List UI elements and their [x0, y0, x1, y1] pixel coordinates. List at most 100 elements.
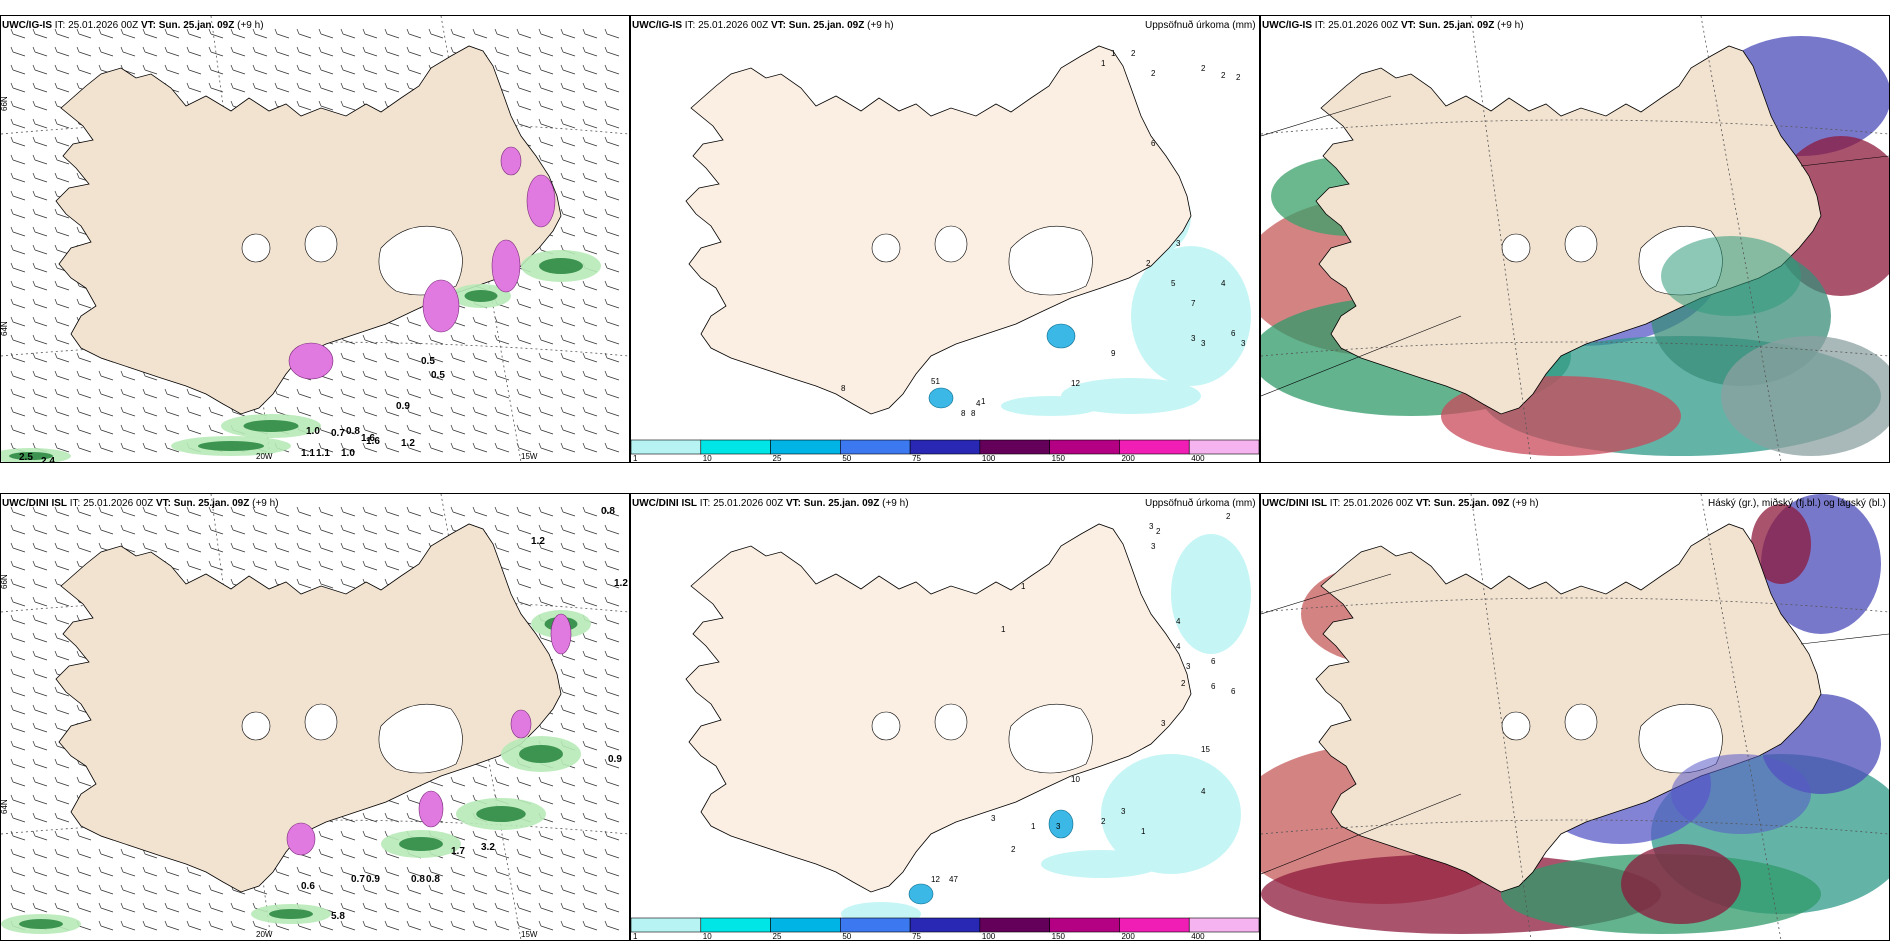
colorbar-swatch — [840, 917, 911, 933]
wind-barb — [560, 848, 576, 859]
wind-barb — [560, 578, 576, 589]
glacier-langjokull — [1501, 711, 1531, 741]
wind-barb — [516, 506, 532, 517]
parallel-line — [1261, 819, 1889, 835]
wind-barb — [560, 776, 576, 787]
wind-barb — [604, 866, 620, 877]
cloud-layer-area — [1751, 504, 1811, 584]
wind-barb — [274, 64, 290, 75]
wind-barb — [560, 920, 576, 931]
precip-value-label: 1 — [1031, 822, 1036, 831]
wind-barb — [10, 668, 26, 679]
wind-barb — [32, 722, 48, 733]
wind-barb — [582, 208, 598, 219]
wind-barb — [54, 298, 70, 309]
wind-barb — [274, 560, 290, 571]
wind-barb — [120, 46, 136, 57]
wind-barb — [560, 190, 576, 201]
wind-barb — [538, 118, 554, 129]
glacier-hofsjokull — [304, 703, 338, 741]
wind-barb — [560, 902, 576, 913]
wind-barb — [54, 388, 70, 399]
wind-barb — [450, 884, 466, 895]
precip-value-label: 3 — [1241, 339, 1246, 348]
wind-barb — [10, 298, 26, 309]
wind-barb — [186, 866, 202, 877]
wind-barb — [208, 902, 224, 913]
wind-barb — [604, 524, 620, 535]
wind-barb — [406, 406, 422, 417]
wind-barb — [472, 866, 488, 877]
wind-barb — [274, 388, 290, 399]
wind-barb — [516, 542, 532, 553]
wind-barb — [142, 902, 158, 913]
wind-barb — [582, 776, 598, 787]
wind-barb — [604, 686, 620, 697]
panel-title-right: Uppsöfnuð úrkoma (mm) — [1145, 498, 1256, 509]
wind-barb — [450, 506, 466, 517]
wind-barb — [450, 776, 466, 787]
wind-barb — [604, 406, 620, 417]
wind-barb — [340, 100, 356, 111]
wind-barb — [296, 388, 312, 399]
cloud-map-panel-top[interactable] — [1260, 15, 1890, 463]
wind-barb — [32, 334, 48, 345]
precip-value-label: 9 — [1111, 349, 1116, 358]
wind-barb — [582, 28, 598, 39]
wind-barb — [120, 388, 136, 399]
wind-barb — [604, 172, 620, 183]
wind-barb — [230, 524, 246, 535]
wind-barb — [32, 668, 48, 679]
wind-barb — [76, 442, 92, 453]
colorbar-tick-label: 1 — [633, 454, 638, 462]
wind-barb — [582, 758, 598, 769]
wind-barb — [76, 28, 92, 39]
wind-barb — [472, 316, 488, 327]
wind-value-label: 1.6 — [361, 433, 375, 444]
wind-barb — [340, 506, 356, 517]
wind-barb — [76, 424, 92, 435]
glacier-vatnajokull — [378, 225, 463, 296]
wind-barb — [406, 334, 422, 345]
precip-area-intense — [928, 387, 954, 409]
wind-barb — [10, 812, 26, 823]
cloud-layer-area — [1661, 236, 1801, 316]
precip-map-panel-bottom[interactable]: 2 2 3 3 4 1 1 4 6 3 2 6 6 3 15 10 4 3 2 3 1 12 47 3 2 1 1 10 25 50 75 1… — [630, 493, 1260, 941]
wind-barb — [10, 262, 26, 273]
precip-value-label: 4 — [1176, 617, 1181, 626]
wind-barb — [604, 920, 620, 931]
wind-barb — [318, 46, 334, 57]
wind-barb — [164, 28, 180, 39]
wind-barb — [76, 506, 92, 517]
wind-barb — [54, 524, 70, 535]
wind-barb — [582, 46, 598, 57]
precip-map-panel-top[interactable]: 1 2 2 2 2 2 1 6 3 5 7 4 2 6 3 3 3 9 12 51 4 8 1 8 8 1 10 25 50 75 100 1… — [630, 15, 1260, 463]
wind-barb — [560, 280, 576, 291]
wind-barb — [604, 100, 620, 111]
wind-value-label: 0.6 — [301, 881, 315, 892]
wind-barb — [10, 794, 26, 805]
cloud-map-panel-bottom[interactable] — [1260, 493, 1890, 941]
projection-line — [1261, 95, 1392, 137]
wind-barb — [494, 542, 510, 553]
precip-value-label: 6 — [1211, 657, 1216, 666]
wind-barb — [54, 82, 70, 93]
wind-barb — [362, 370, 378, 381]
projection-line — [1261, 315, 1462, 397]
wind-barb — [54, 794, 70, 805]
wind-barb — [230, 560, 246, 571]
wind-map-svg: 0.50.50.91.0 0.81.6 1.21.1 1.1 1.02.5 2.41.60… — [1, 16, 629, 462]
wind-barb — [494, 920, 510, 931]
wind-barb — [98, 442, 114, 453]
precip-value-label: 4 — [976, 399, 981, 408]
lat-label-66n: 66N — [1, 574, 9, 589]
wind-barb — [208, 884, 224, 895]
wind-barb — [296, 46, 312, 57]
precip-value-label: 1 — [1021, 582, 1026, 591]
wind-barb — [10, 704, 26, 715]
wind-barb — [32, 650, 48, 661]
wind-map-panel-top[interactable]: 0.5 0.5 0.9 1.0 0.8 1.6 1.2 1.1 1.1 1.0 2.5 2.4 1.6 0… — [0, 15, 630, 463]
wind-barb — [120, 406, 136, 417]
wind-barb — [142, 524, 158, 535]
wind-map-panel-bottom[interactable]: 0.8 1.2 1.2 0.9 0.8 0.8 0.9 0.7 1.7 3.2 5.8 0.6 20W 1… — [0, 493, 630, 941]
